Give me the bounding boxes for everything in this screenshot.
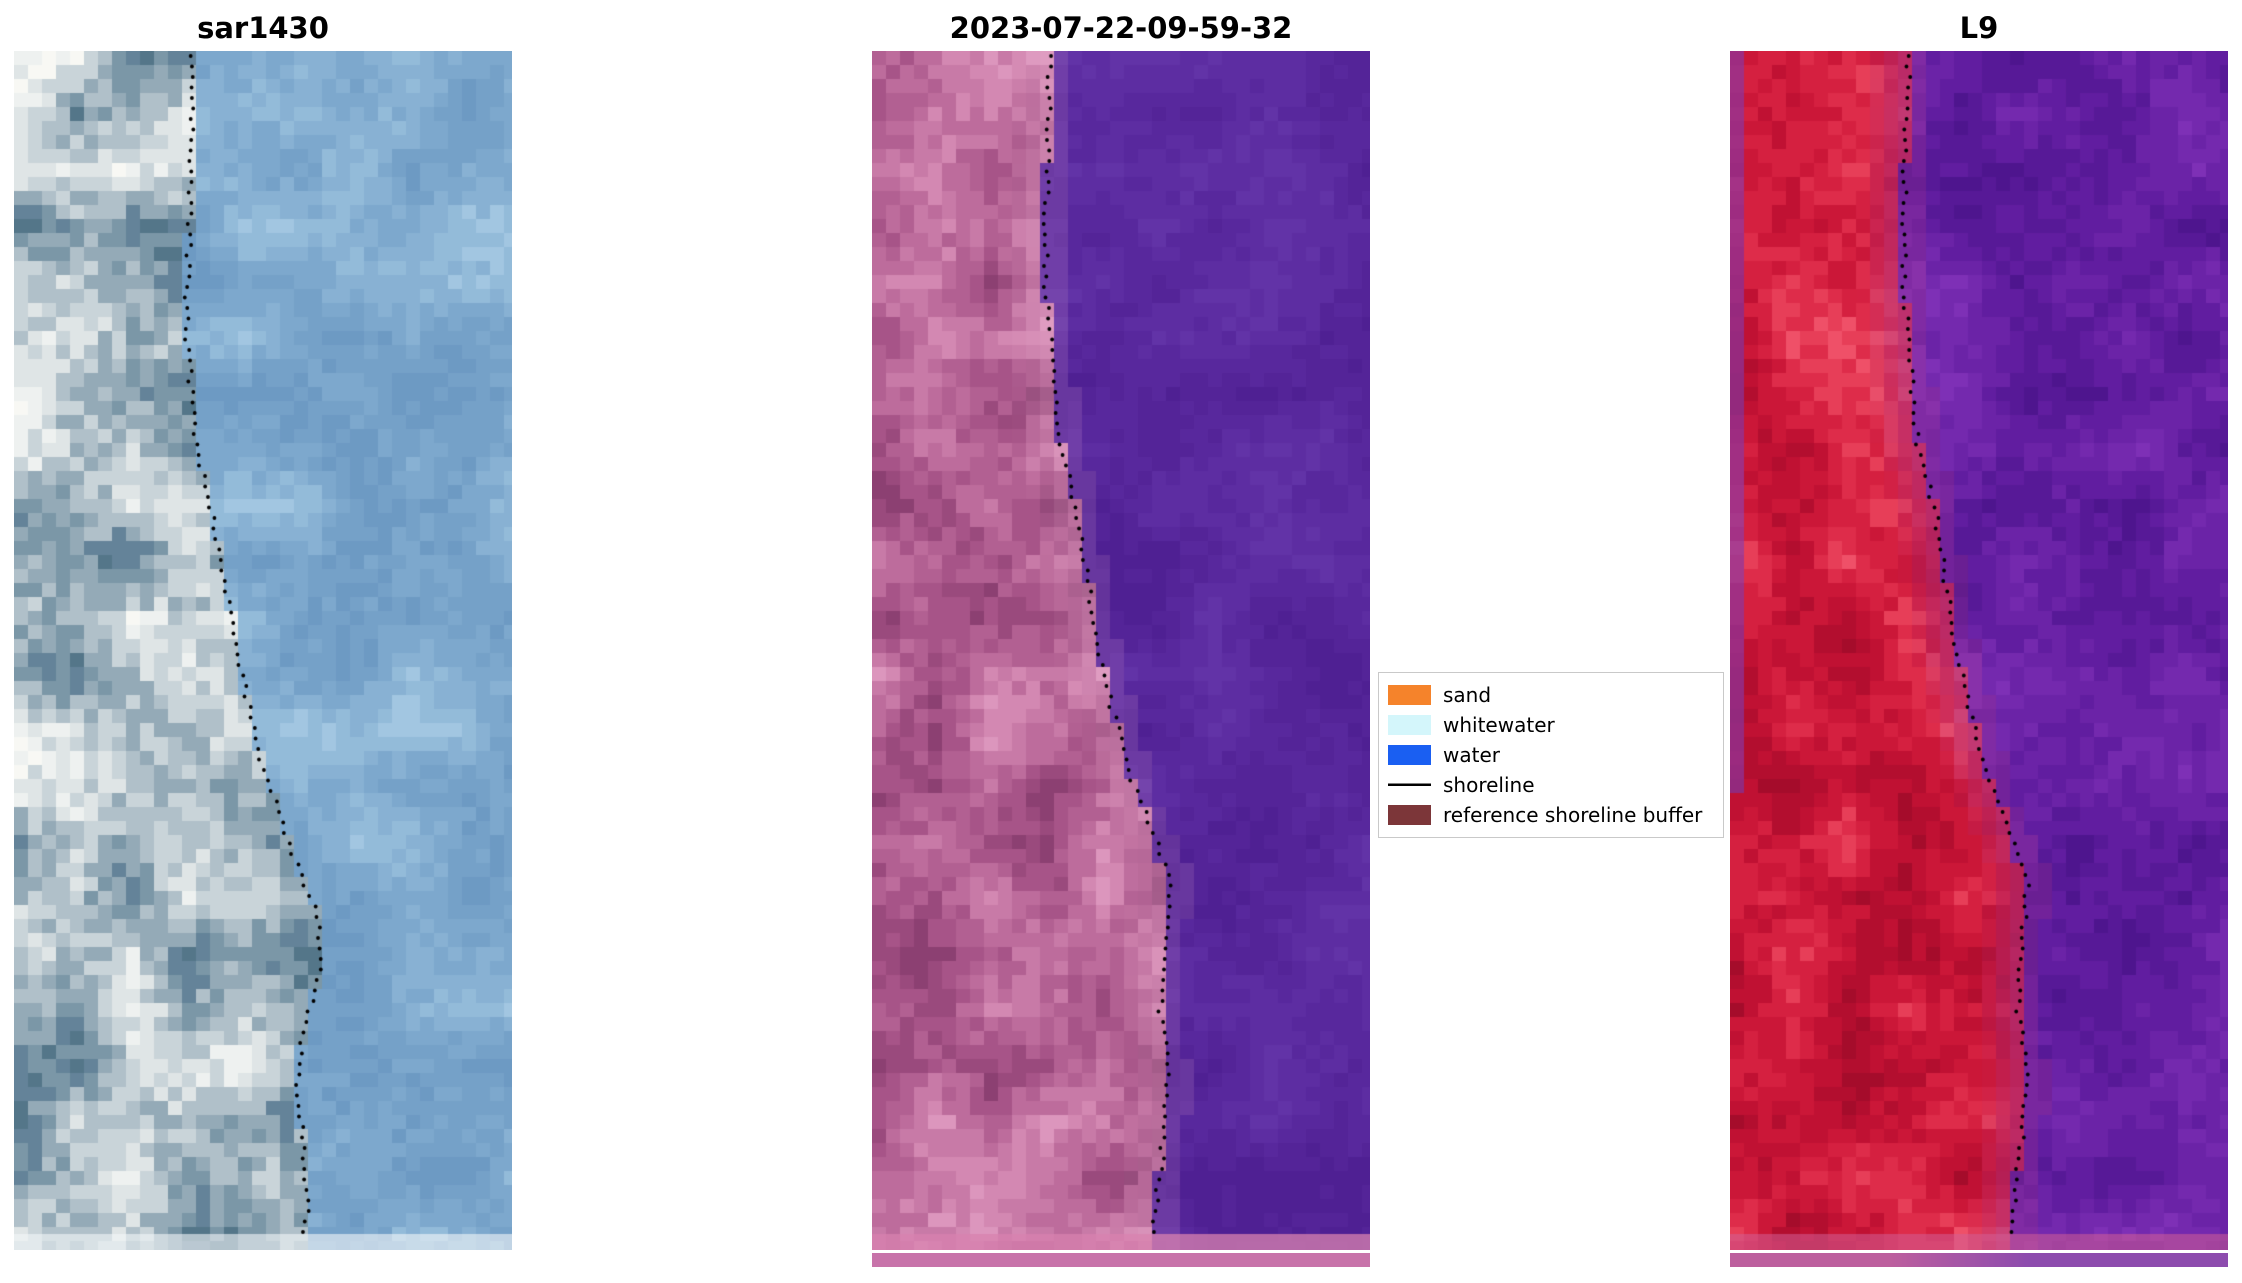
panel-title-l9: L9	[1959, 11, 1999, 45]
sand-color-swatch	[1388, 685, 1431, 705]
legend-label-shoreline: shoreline	[1443, 773, 1535, 797]
panel-title-date: 2023-07-22-09-59-32	[949, 11, 1293, 45]
sar-image-panel	[14, 51, 512, 1250]
panel-title-sar: sar1430	[197, 11, 329, 45]
water-color-swatch	[1388, 745, 1431, 765]
legend-label-whitewater: whitewater	[1443, 713, 1555, 737]
l9-image-panel	[1730, 51, 2228, 1250]
legend-label-sand: sand	[1443, 683, 1492, 707]
reference-buffer-color-swatch	[1388, 805, 1431, 825]
legend-item-sand: sand	[1388, 680, 1714, 710]
legend: sand whitewater water shoreline referenc…	[1378, 672, 1724, 838]
classified-image-panel	[872, 51, 1370, 1250]
legend-item-whitewater: whitewater	[1388, 710, 1714, 740]
legend-item-reference-buffer: reference shoreline buffer	[1388, 800, 1714, 830]
reference-buffer-strip-right	[1730, 1253, 2228, 1267]
reference-buffer-strip-middle	[872, 1253, 1370, 1267]
legend-label-water: water	[1443, 743, 1500, 767]
shoreline-line-swatch	[1388, 775, 1431, 795]
legend-item-shoreline: shoreline	[1388, 770, 1714, 800]
whitewater-color-swatch	[1388, 715, 1431, 735]
legend-label-reference-buffer: reference shoreline buffer	[1443, 803, 1703, 827]
legend-item-water: water	[1388, 740, 1714, 770]
